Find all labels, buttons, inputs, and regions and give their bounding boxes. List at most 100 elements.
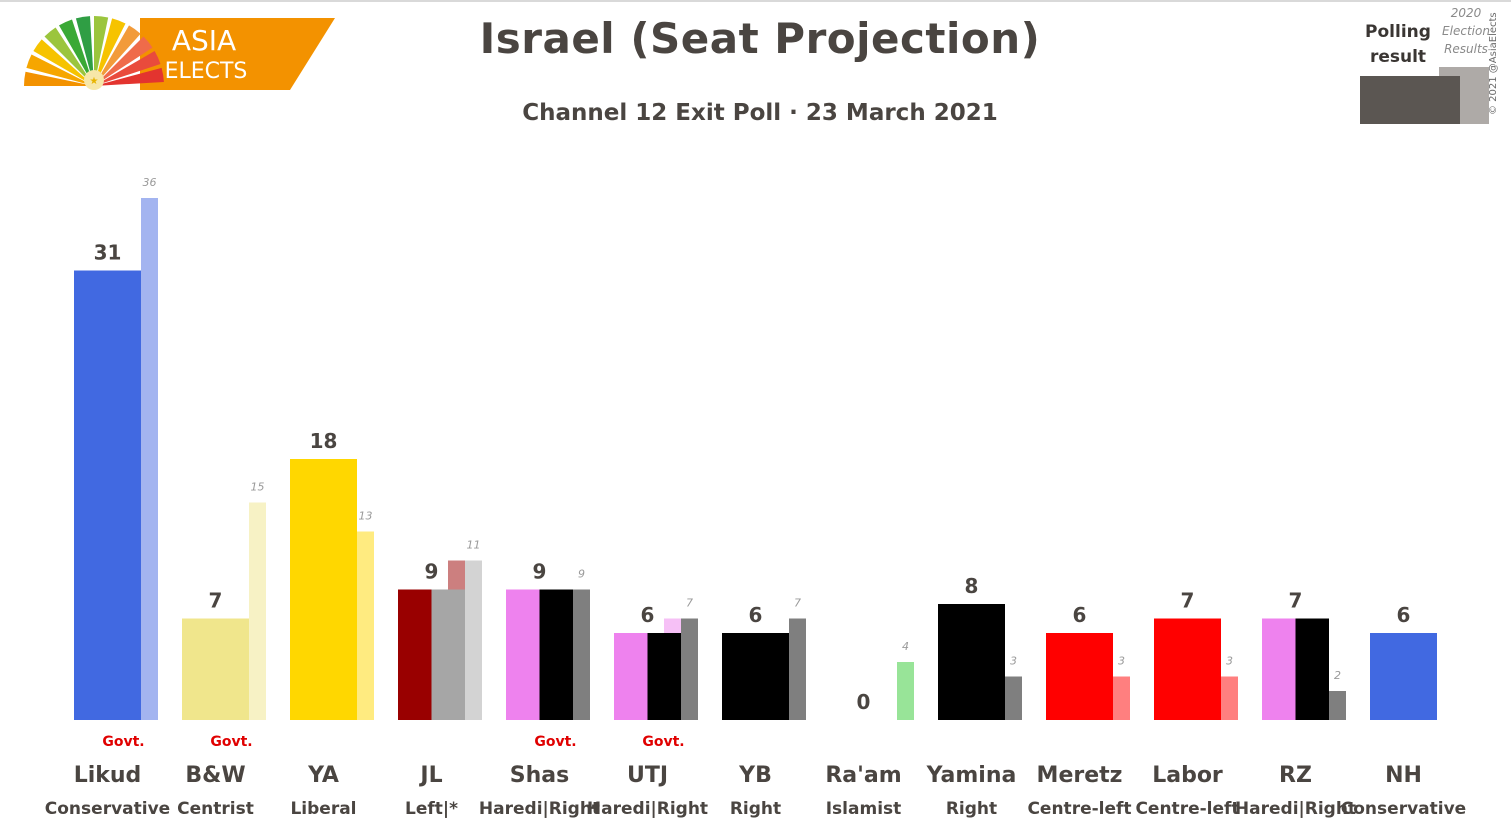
govt-label: Govt. (642, 734, 684, 750)
poll-bar-jl (398, 589, 432, 720)
poll-bar-meretz (1046, 633, 1113, 720)
poll-value-label: 9 (533, 560, 547, 584)
logo-line1: ASIA (172, 24, 236, 57)
poll-value-label: 6 (1397, 603, 1411, 627)
govt-label: Govt. (534, 734, 576, 750)
poll-value-label: 6 (1073, 603, 1087, 627)
top-divider (0, 0, 1511, 2)
category-label: Meretz (1037, 763, 1123, 788)
category-label: B&W (185, 763, 245, 788)
prev-bar-cap (448, 560, 465, 590)
prev-bar (465, 560, 482, 720)
prev-bar (573, 589, 590, 720)
logo-ray (94, 67, 164, 86)
logo-ray (94, 25, 141, 86)
logo-ray (75, 16, 94, 87)
ideology-label: Centrist (177, 799, 254, 819)
category-label: Yamina (926, 763, 1017, 788)
poll-bar-rz (1262, 618, 1296, 720)
prev-bar (141, 198, 158, 720)
category-label: YA (307, 763, 339, 788)
logo-ray (24, 71, 94, 86)
legend-polling-label: Polling result (1365, 22, 1431, 67)
prev-value-label: 11 (467, 539, 481, 552)
prev-bar (897, 662, 914, 720)
poll-bar-utj (614, 633, 648, 720)
prev-value-label: 4 (902, 640, 909, 653)
category-label: JL (418, 763, 442, 788)
logo-ray (26, 54, 94, 86)
category-label: Likud (74, 763, 142, 788)
poll-value-label: 6 (749, 603, 763, 627)
chart-title: Israel (Seat Projection) (479, 14, 1041, 63)
chart-subtitle: Channel 12 Exit Poll · 23 March 2021 (522, 100, 998, 126)
logo-ray (94, 51, 161, 86)
prev-bar (681, 618, 698, 720)
ideology-label: Right (946, 799, 997, 819)
prev-bar (1221, 676, 1238, 720)
category-label: NH (1385, 763, 1422, 788)
poll-bar-likud (74, 270, 141, 720)
prev-bar (357, 531, 374, 720)
prev-value-label: 15 (251, 481, 265, 494)
poll-value-label: 0 (857, 690, 871, 714)
prev-value-label: 9 (578, 568, 585, 581)
poll-bar-shas (506, 589, 540, 720)
ideology-label: Haredi|Right (1235, 799, 1356, 819)
prev-value-label: 3 (1010, 655, 1017, 668)
logo-ray (94, 36, 153, 86)
category-label: Ra'am (825, 763, 901, 788)
ideology-label: Conservative (45, 799, 170, 819)
ideology-label: Centre-left (1027, 799, 1131, 819)
ideology-label: Right (730, 799, 781, 819)
prev-value-label: 7 (686, 597, 693, 610)
logo-ray (33, 39, 94, 86)
prev-value-label: 13 (359, 510, 373, 523)
category-label: Labor (1152, 763, 1223, 788)
poll-value-label: 31 (94, 241, 122, 265)
poll-bar-bw (182, 618, 249, 720)
poll-bar-labor (1154, 618, 1221, 720)
poll-value-label: 7 (1181, 589, 1195, 613)
ideology-label: Islamist (826, 799, 902, 819)
prev-bar (1113, 676, 1130, 720)
logo-line2: ELECTS (165, 59, 248, 84)
ideology-label: Conservative (1341, 799, 1466, 819)
poll-bar-ya (290, 459, 357, 720)
poll-value-label: 8 (965, 574, 979, 598)
govt-label: Govt. (102, 734, 144, 750)
prev-bar (1005, 676, 1022, 720)
category-label: UTJ (627, 763, 668, 788)
poll-bar-nh (1370, 633, 1437, 720)
category-label: RZ (1279, 763, 1312, 788)
legend-polling-swatch (1360, 76, 1460, 124)
poll-value-label: 6 (641, 603, 655, 627)
prev-value-label: 36 (143, 176, 157, 189)
ideology-label: Centre-left (1135, 799, 1239, 819)
prev-bar (1329, 691, 1346, 720)
poll-bar-yamina (938, 604, 1005, 720)
ideology-label: Left|* (405, 799, 458, 819)
legend: Polling result 2020 Election Results (1352, 0, 1511, 130)
ideology-label: Liberal (290, 799, 356, 819)
asia-elects-logo: ★ ASIA ELECTS (24, 16, 335, 90)
logo-ray (94, 18, 126, 86)
poll-bar-shas (539, 589, 573, 720)
poll-bar-utj (647, 633, 681, 720)
govt-label: Govt. (210, 734, 252, 750)
logo-ray (59, 19, 94, 86)
prev-bar (789, 618, 806, 720)
poll-bar-rz (1295, 618, 1329, 720)
prev-bar-cap (664, 618, 681, 633)
category-label: YB (738, 763, 772, 788)
svg-text:★: ★ (90, 76, 99, 87)
poll-bar-jl (431, 589, 465, 720)
logo-ray (94, 16, 109, 86)
poll-bar-yb (722, 633, 789, 720)
prev-value-label: 3 (1226, 655, 1233, 668)
prev-value-label: 3 (1118, 655, 1125, 668)
ideology-label: Haredi|Right (587, 799, 708, 819)
category-label: Shas (510, 763, 569, 788)
poll-value-label: 18 (310, 429, 338, 453)
